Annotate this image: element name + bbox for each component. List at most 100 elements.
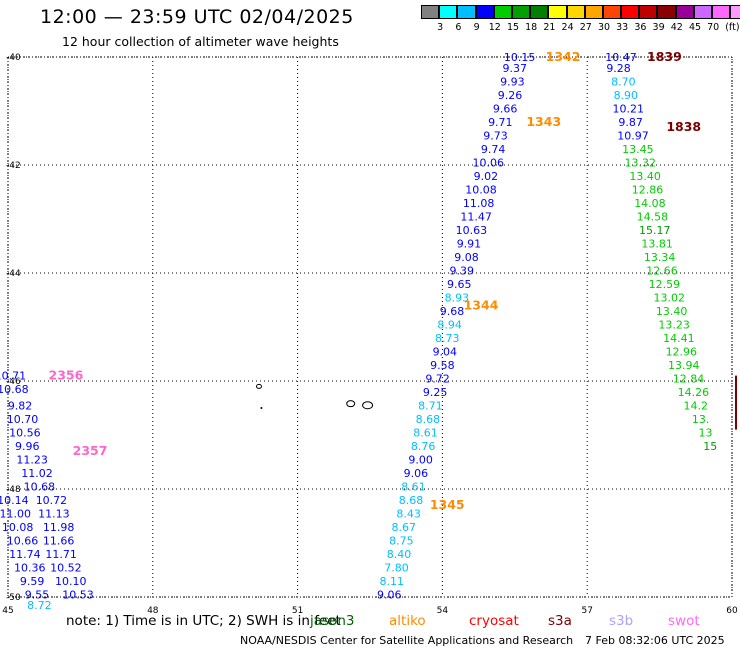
lat-tick-label: -44 [6, 269, 21, 279]
wave-height-value: 10.52 [50, 561, 82, 574]
legend-source-s3a: s3a [548, 613, 572, 629]
wave-height-value: 9.37 [503, 62, 528, 75]
color-swatch [511, 5, 531, 19]
color-swatch [584, 5, 603, 19]
color-swatch [530, 5, 549, 19]
lon-tick-label: 51 [292, 606, 303, 616]
wave-height-value: 9.39 [449, 264, 474, 277]
legend-source-cryosat: cryosat [469, 613, 519, 629]
color-scale-tick-label: 45 [688, 22, 702, 33]
wave-height-value: 9.74 [481, 143, 506, 156]
color-scale-unit: (ft) [725, 22, 740, 33]
color-scale-tick-label: 12 [488, 22, 501, 33]
generated-timestamp: 7 Feb 08:32:06 UTC 2025 [585, 634, 725, 647]
color-swatch [439, 5, 458, 19]
island-dot [260, 407, 263, 409]
color-swatch [675, 5, 694, 19]
wave-height-value: 9.06 [377, 588, 402, 601]
lat-tick-label: -40 [6, 53, 21, 63]
pass-number-label: 1839 [647, 49, 682, 64]
wave-height-value: 9.73 [483, 129, 508, 142]
wave-height-value: 8.94 [437, 318, 462, 331]
lat-tick-label: -46 [6, 377, 21, 387]
color-scale-bar [421, 5, 740, 19]
wave-height-value: 10.06 [473, 156, 505, 169]
wave-height-value: 12.84 [673, 372, 705, 385]
wave-height-value: 11.98 [43, 521, 75, 534]
color-scale-tick-label: 18 [525, 22, 538, 33]
wave-height-value: 8.67 [392, 521, 417, 534]
footer-note: note: 1) Time is in UTC; 2) SWH is in fe… [66, 613, 341, 629]
island-outline [255, 383, 262, 389]
wave-height-value: 9.82 [8, 399, 33, 412]
color-swatch [639, 5, 658, 19]
color-swatch [730, 5, 740, 19]
wave-height-value: 15.17 [639, 224, 671, 237]
wave-height-value: 10.15 [504, 51, 536, 64]
wave-height-value: 9.25 [423, 386, 448, 399]
wave-height-value: 13. [692, 413, 710, 426]
wave-height-value: 8.70 [611, 75, 636, 88]
wave-height-value: 10.63 [456, 224, 488, 237]
wave-height-value: 7.80 [384, 561, 409, 574]
map-subtitle: 12 hour collection of altimeter wave hei… [62, 34, 339, 49]
wave-height-value: 8.61 [413, 426, 438, 439]
pass-number-label: 1838 [666, 119, 701, 134]
wave-height-value: 8.68 [416, 413, 441, 426]
lon-tick-label: 48 [147, 606, 159, 616]
wave-height-value: 13.32 [625, 156, 657, 169]
wave-height-value: 14.41 [663, 332, 695, 345]
wave-height-value: 11.13 [38, 507, 70, 520]
wave-height-value: 10.66 [7, 534, 39, 547]
wave-height-value: 12.59 [649, 278, 681, 291]
wave-height-value: 8.76 [411, 440, 436, 453]
wave-height-value: 10.71 [0, 370, 26, 383]
wave-height-value: 8.72 [27, 599, 52, 612]
wave-height-value: 9.91 [457, 237, 482, 250]
wave-height-value: 11.08 [463, 197, 495, 210]
color-swatch [548, 5, 567, 19]
wave-height-value: 11.23 [16, 453, 48, 466]
wave-height-value: 12.66 [646, 264, 678, 277]
legend-source-jason3: jason3 [310, 613, 355, 629]
wave-height-value: 13.94 [668, 359, 700, 372]
map-title: 12:00 — 23:59 UTC 02/04/2025 [40, 6, 354, 28]
wave-height-value: 9.59 [20, 575, 45, 588]
wave-height-value: 10.36 [14, 561, 46, 574]
wave-height-value: 13.40 [629, 170, 661, 183]
wave-height-value: 10.72 [36, 494, 68, 507]
island-outline [346, 400, 356, 408]
lon-tick-label: 45 [2, 606, 13, 616]
color-swatch [712, 5, 731, 19]
wave-height-value: 10.68 [24, 480, 56, 493]
wave-height-value: 11.02 [21, 467, 53, 480]
wave-height-value: 13.45 [622, 143, 654, 156]
lon-tick-label: 60 [726, 606, 738, 616]
wave-height-value: 9.26 [498, 89, 523, 102]
wave-height-value: 13.81 [641, 237, 673, 250]
wave-height-value: 13.40 [656, 305, 688, 318]
color-scale-tick-label: 21 [543, 22, 556, 33]
color-scale-tick-label: 6 [455, 22, 462, 33]
pass-number-label: 1345 [430, 497, 465, 512]
wave-height-value: 14.2 [684, 399, 709, 412]
color-scale-tick-label: 70 [707, 22, 720, 33]
color-swatch [621, 5, 640, 19]
wave-height-value: 15 [703, 440, 717, 453]
wave-height-value: 11.47 [460, 210, 492, 223]
wave-height-value: 8.93 [445, 291, 470, 304]
wave-height-value: 11.74 [9, 548, 41, 561]
lat-tick-label: -50 [6, 593, 21, 603]
wave-height-value: 8.90 [614, 89, 639, 102]
legend-source-s3b: s3b [609, 613, 634, 629]
wave-height-value: 9.06 [404, 467, 429, 480]
wave-height-value: 9.00 [408, 453, 433, 466]
wave-height-value: 12.86 [632, 183, 664, 196]
legend-source-altiko: altiko [389, 613, 426, 629]
color-scale-tick-label: 15 [506, 22, 520, 33]
wave-height-value: 13 [698, 426, 712, 439]
color-scale-tick-label: 42 [670, 22, 683, 33]
island-outline [362, 401, 374, 410]
wave-height-value: 13.02 [654, 291, 686, 304]
